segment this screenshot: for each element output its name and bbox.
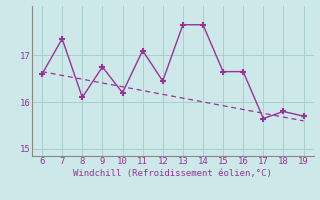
X-axis label: Windchill (Refroidissement éolien,°C): Windchill (Refroidissement éolien,°C) — [73, 169, 272, 178]
